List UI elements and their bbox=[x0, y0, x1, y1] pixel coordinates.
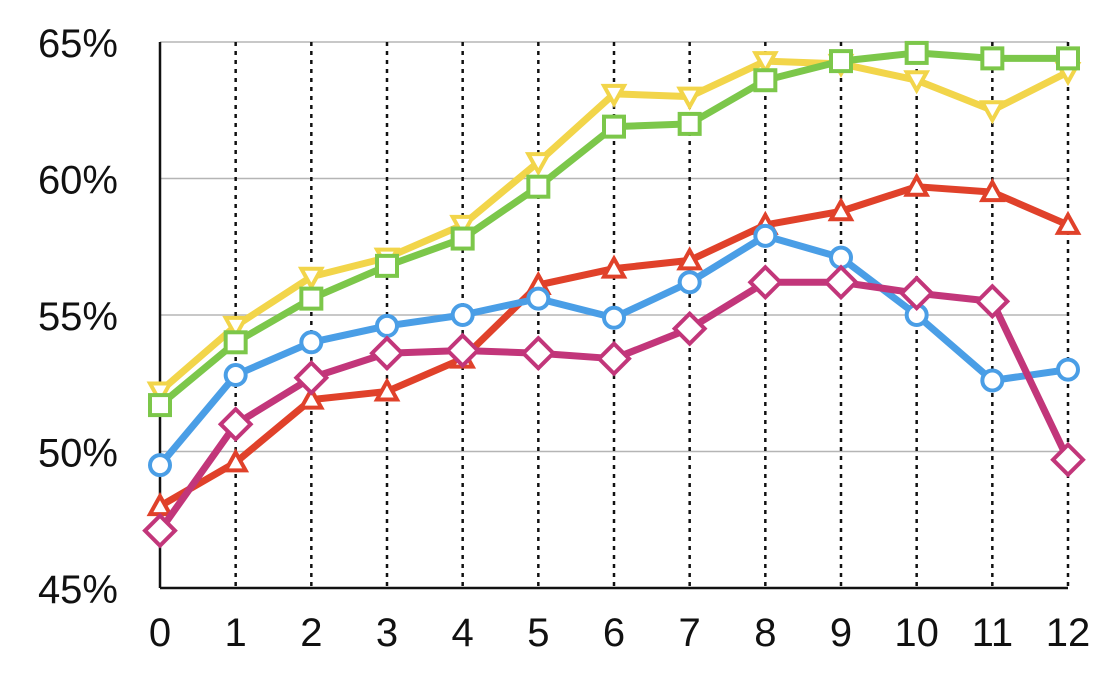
data-point bbox=[980, 46, 1005, 71]
data-point bbox=[524, 152, 552, 177]
data-point bbox=[299, 330, 324, 355]
x-tick-label: 3 bbox=[376, 611, 398, 655]
data-point bbox=[978, 100, 1006, 125]
data-point bbox=[747, 264, 784, 301]
data-point bbox=[829, 49, 853, 74]
data-point bbox=[375, 313, 399, 338]
data-point bbox=[1056, 46, 1080, 71]
data-point bbox=[450, 226, 475, 251]
data-point bbox=[520, 335, 557, 372]
x-tick-label: 12 bbox=[1046, 611, 1091, 655]
y-tick-label: 65% bbox=[38, 22, 118, 66]
data-point bbox=[596, 340, 632, 377]
data-point bbox=[375, 253, 399, 278]
data-point bbox=[223, 363, 248, 388]
x-tick-label: 1 bbox=[225, 611, 247, 655]
series-2 bbox=[148, 40, 1080, 418]
data-point bbox=[676, 86, 704, 111]
data-point bbox=[526, 286, 551, 311]
data-point bbox=[142, 512, 178, 549]
data-point bbox=[293, 359, 330, 396]
series-4 bbox=[148, 223, 1080, 478]
y-tick-label: 60% bbox=[38, 159, 118, 203]
data-point bbox=[373, 377, 401, 402]
data-point bbox=[600, 83, 628, 108]
x-tick-label: 6 bbox=[603, 611, 625, 655]
data-point bbox=[148, 393, 172, 418]
x-tick-label: 0 bbox=[149, 611, 171, 655]
x-tick-label: 9 bbox=[830, 611, 852, 655]
data-point bbox=[222, 315, 250, 341]
x-tick-label: 7 bbox=[679, 611, 701, 655]
y-tick-label: 45% bbox=[38, 568, 118, 612]
data-point bbox=[602, 305, 626, 330]
data-point bbox=[369, 335, 405, 372]
x-tick-label: 10 bbox=[894, 611, 939, 655]
y-tick-label: 55% bbox=[38, 295, 118, 339]
series-group bbox=[142, 40, 1086, 549]
x-tick-label: 4 bbox=[452, 611, 474, 655]
data-point bbox=[980, 368, 1005, 393]
x-tick-label: 8 bbox=[754, 611, 776, 655]
data-point bbox=[526, 174, 551, 199]
data-point bbox=[974, 283, 1011, 320]
data-point bbox=[978, 178, 1006, 203]
data-point bbox=[823, 264, 859, 301]
data-point bbox=[753, 68, 778, 93]
data-point bbox=[753, 223, 778, 248]
x-tick-label: 5 bbox=[527, 611, 549, 655]
x-tick-label: 2 bbox=[300, 611, 322, 655]
data-point bbox=[222, 448, 250, 473]
data-point bbox=[904, 40, 929, 65]
data-point bbox=[751, 51, 779, 76]
data-point bbox=[676, 246, 704, 271]
data-point bbox=[146, 381, 174, 406]
data-point bbox=[444, 332, 481, 369]
data-point bbox=[600, 254, 628, 279]
x-tick-label: 11 bbox=[972, 611, 1014, 655]
data-point bbox=[148, 453, 172, 478]
data-point bbox=[1050, 441, 1086, 478]
data-point bbox=[898, 275, 935, 311]
tick-labels: 45%50%55%60%65%0 1 2 3 4 5 6 7 8 9 10 11 12 bbox=[38, 22, 1090, 655]
data-point bbox=[671, 310, 708, 347]
data-point bbox=[297, 266, 325, 291]
data-point bbox=[449, 214, 477, 240]
data-point bbox=[450, 303, 475, 327]
data-point bbox=[1054, 210, 1082, 235]
data-point bbox=[677, 111, 702, 136]
data-point bbox=[677, 270, 702, 295]
data-point bbox=[602, 114, 626, 139]
data-point bbox=[297, 385, 325, 410]
data-point bbox=[223, 330, 248, 355]
data-point bbox=[903, 172, 931, 197]
data-point bbox=[827, 197, 855, 222]
data-point bbox=[1056, 357, 1080, 382]
series-5 bbox=[142, 264, 1086, 549]
y-tick-label: 50% bbox=[38, 432, 118, 476]
data-point bbox=[299, 286, 324, 311]
data-point bbox=[903, 70, 931, 95]
data-point bbox=[217, 406, 254, 443]
